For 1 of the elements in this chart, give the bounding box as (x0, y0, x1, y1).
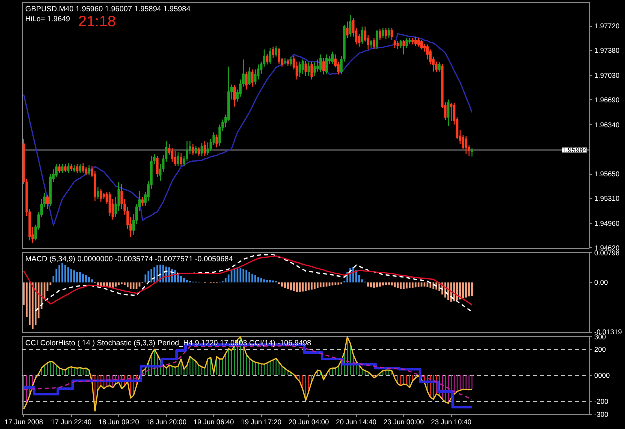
annotation: 21:18 (78, 14, 116, 30)
